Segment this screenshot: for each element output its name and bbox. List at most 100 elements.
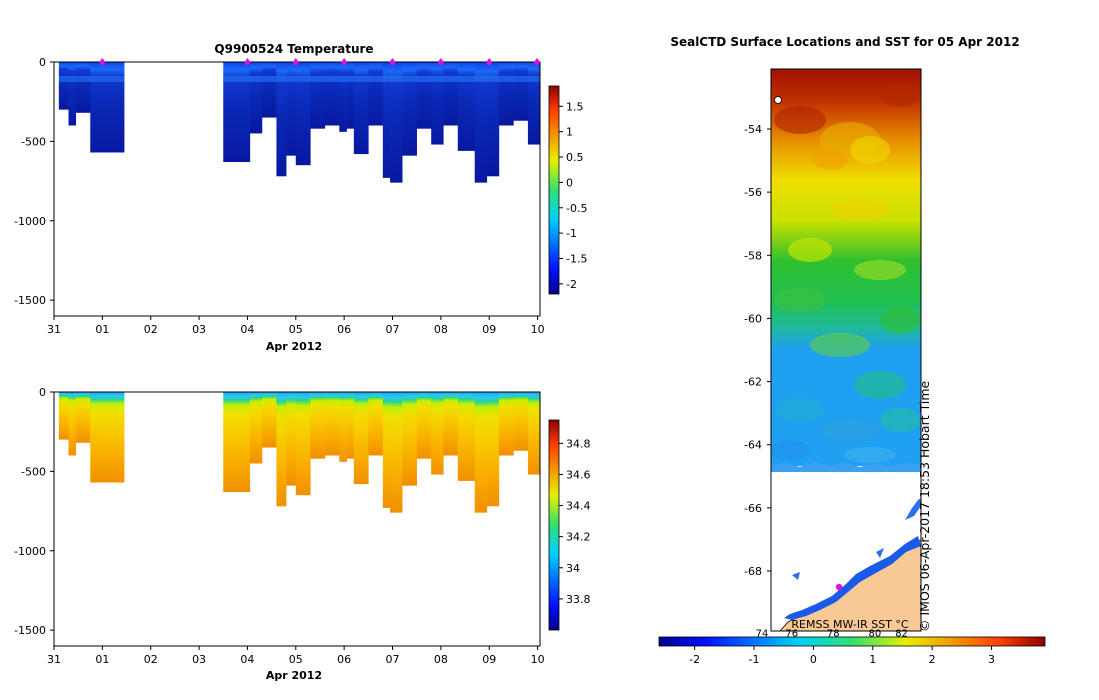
temperature-warm-layer bbox=[249, 76, 263, 82]
salinity-profile bbox=[346, 392, 355, 459]
salinity-colorbar-tick-label: 34.6 bbox=[566, 468, 591, 481]
salinity-x-tick-label: 06 bbox=[337, 653, 351, 666]
salinity-profile bbox=[353, 392, 369, 485]
salinity-y-axis: 0 -500 -1000 -1500 bbox=[14, 386, 54, 637]
sst-field bbox=[771, 69, 921, 631]
imos-credit: © IMOS 06-Apr-2017 18:53 Hobart Time bbox=[917, 380, 932, 632]
sst-colorbar-tick-label: 0 bbox=[810, 653, 817, 666]
temperature-x-tick-label: 08 bbox=[434, 323, 448, 336]
salinity-profile bbox=[223, 392, 251, 493]
salinity-x-tick-label: 10 bbox=[531, 653, 545, 666]
temperature-profile bbox=[68, 62, 77, 126]
temperature-profile bbox=[90, 62, 125, 153]
latitude-tick-label: -64 bbox=[744, 439, 762, 452]
salinity-x-tick-label: 05 bbox=[289, 653, 303, 666]
latitude-tick-label: -56 bbox=[744, 186, 762, 199]
temperature-profile bbox=[346, 62, 355, 129]
salinity-profile bbox=[310, 392, 326, 459]
temperature-warm-layer bbox=[324, 76, 340, 82]
temperature-profile bbox=[310, 62, 326, 129]
sst-overlay-tick-label: 78 bbox=[827, 629, 840, 640]
temperature-profile bbox=[527, 62, 541, 145]
sst-mottle bbox=[850, 136, 890, 164]
temperature-warm-layer bbox=[402, 76, 417, 82]
temperature-y-tick-label: 0 bbox=[39, 56, 46, 69]
salinity-colorbar-tick-label: 34.8 bbox=[566, 437, 591, 450]
temperature-colorbar bbox=[548, 85, 560, 295]
temperature-warm-layer bbox=[443, 76, 459, 82]
temperature-x-tick-label: 10 bbox=[531, 323, 545, 336]
salinity-profiles bbox=[58, 392, 541, 513]
salinity-y-tick-label: -1500 bbox=[14, 624, 46, 637]
temperature-profile bbox=[324, 62, 340, 126]
salinity-profile bbox=[249, 392, 263, 464]
sst-colorbar-tick-label: -1 bbox=[749, 653, 760, 666]
surface-markers bbox=[99, 58, 540, 66]
temperature-warm-layer bbox=[261, 76, 277, 82]
coastal-patch bbox=[876, 548, 884, 558]
ice-edge bbox=[771, 462, 921, 472]
temperature-x-tick-label: 03 bbox=[192, 323, 206, 336]
temperature-warm-layer bbox=[498, 76, 514, 82]
salinity-profile bbox=[368, 392, 384, 456]
salinity-profile bbox=[416, 392, 432, 459]
salinity-y-tick-label: 0 bbox=[39, 386, 46, 399]
salinity-profile bbox=[286, 392, 297, 486]
temperature-warm-layer bbox=[58, 76, 69, 82]
temperature-profile bbox=[295, 62, 311, 166]
temperature-y-tick-label: -1000 bbox=[14, 215, 46, 228]
temperature-colorbar-tick-label: -1 bbox=[566, 227, 577, 240]
salinity-profile bbox=[382, 392, 391, 508]
temperature-x-tick-label: 06 bbox=[337, 323, 351, 336]
surface-marker bbox=[389, 58, 396, 66]
salinity-profile bbox=[324, 392, 340, 456]
surface-marker bbox=[341, 58, 348, 66]
surface-marker bbox=[244, 58, 251, 66]
salinity-colorbar-tick-label: 33.8 bbox=[566, 593, 591, 606]
salinity-x-tick-label: 03 bbox=[192, 653, 206, 666]
sst-mottle bbox=[771, 440, 810, 460]
latitude-axis: -54 -56 -58 -60 -62 -64 -66 -68 bbox=[744, 123, 771, 578]
temperature-warm-layer bbox=[68, 76, 77, 82]
sst-texture bbox=[771, 83, 920, 463]
temperature-profile bbox=[382, 62, 391, 178]
temperature-x-label: Apr 2012 bbox=[266, 340, 322, 353]
salinity-profile bbox=[457, 392, 476, 481]
temperature-y-tick-label: -500 bbox=[21, 135, 46, 148]
salinity-x-tick-label: 31 bbox=[47, 653, 61, 666]
seal-location-marker bbox=[835, 583, 843, 591]
salinity-x-axis: 31 01 02 03 04 05 06 07 08 09 10 bbox=[47, 646, 545, 666]
temperature-x-tick-label: 01 bbox=[95, 323, 109, 336]
surface-marker bbox=[99, 58, 106, 66]
sst-mottle bbox=[774, 106, 826, 134]
salinity-x-tick-label: 08 bbox=[434, 653, 448, 666]
temperature-profile bbox=[486, 62, 500, 177]
temperature-warm-layer bbox=[90, 76, 125, 82]
salinity-x-tick-label: 09 bbox=[482, 653, 496, 666]
temperature-warm-layer bbox=[295, 76, 311, 82]
temperature-profile bbox=[390, 62, 403, 183]
sst-colorbar bbox=[658, 636, 1046, 647]
temperature-profile bbox=[339, 62, 347, 132]
salinity-colorbar-tick-label: 34.4 bbox=[566, 500, 591, 513]
salinity-profile bbox=[295, 392, 311, 496]
temperature-x-tick-label: 07 bbox=[386, 323, 400, 336]
salinity-profile bbox=[527, 392, 541, 475]
temperature-profile bbox=[353, 62, 369, 155]
temperature-warm-layer bbox=[286, 76, 297, 82]
temperature-profile bbox=[261, 62, 277, 118]
temperature-colorbar-tick-label: -0.5 bbox=[566, 202, 587, 215]
sst-mottle bbox=[810, 333, 870, 357]
salinity-profile bbox=[390, 392, 403, 513]
temperature-profile bbox=[443, 62, 459, 126]
temperature-profile bbox=[402, 62, 417, 156]
salinity-profile bbox=[474, 392, 488, 513]
temperature-profile bbox=[276, 62, 287, 177]
temperature-x-tick-label: 05 bbox=[289, 323, 303, 336]
temperature-colorbar-tick-label: 0.5 bbox=[566, 151, 584, 164]
salinity-profile bbox=[498, 392, 514, 456]
sst-mottle bbox=[820, 420, 880, 440]
temperature-profile bbox=[457, 62, 476, 151]
temperature-profile bbox=[498, 62, 514, 126]
sst-overlay-tick-label: 76 bbox=[785, 629, 798, 640]
